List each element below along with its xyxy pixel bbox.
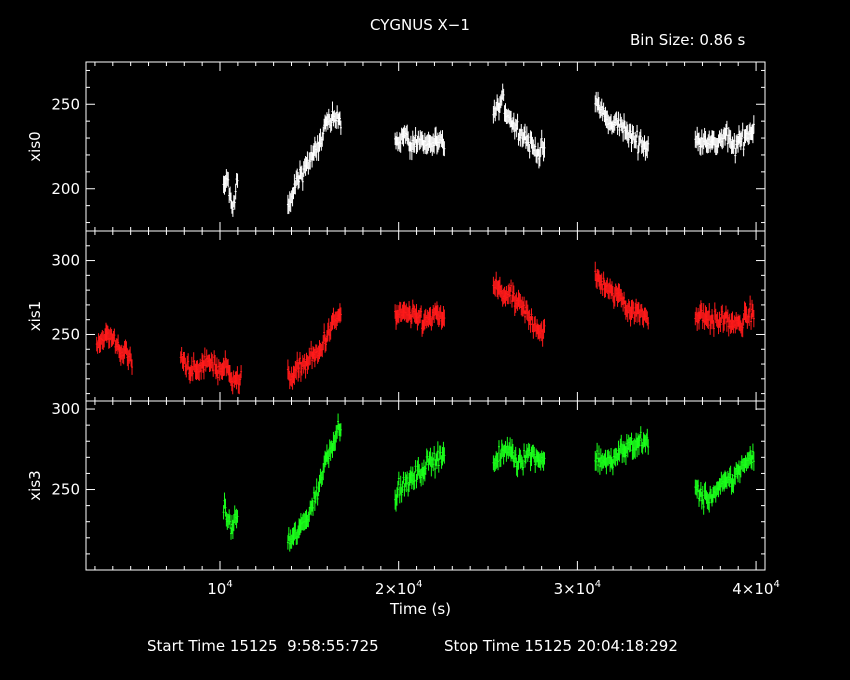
series-xis1 <box>95 261 755 395</box>
x-tick-label: 2×104 <box>375 579 423 598</box>
series-xis0 <box>222 83 755 217</box>
chart-title: CYGNUS X−1 <box>370 16 470 34</box>
start-time-label: Start Time 15125 9:58:55:725 <box>147 637 379 655</box>
x-tick-label: 104 <box>207 579 232 598</box>
y-axis-label-xis3: xis3 <box>26 470 44 500</box>
y-tick-label: 300 <box>51 252 80 270</box>
stop-time-label: Stop Time 15125 20:04:18:292 <box>444 637 678 655</box>
y-axis-label-xis0: xis0 <box>26 131 44 161</box>
series-xis3 <box>222 413 755 552</box>
x-tick-label: 4×104 <box>732 579 780 598</box>
y-tick-label: 250 <box>51 481 80 499</box>
panel-frame-xis3 <box>85 400 766 571</box>
bin-size-label: Bin Size: 0.86 s <box>630 31 746 49</box>
y-axis-label-xis1: xis1 <box>26 301 44 331</box>
y-tick-label: 250 <box>51 325 80 343</box>
y-tick-label: 250 <box>51 95 80 113</box>
y-tick-label: 200 <box>51 180 80 198</box>
x-axis-label: Time (s) <box>390 600 451 618</box>
x-tick-label: 3×104 <box>554 579 602 598</box>
y-tick-label: 300 <box>51 400 80 418</box>
